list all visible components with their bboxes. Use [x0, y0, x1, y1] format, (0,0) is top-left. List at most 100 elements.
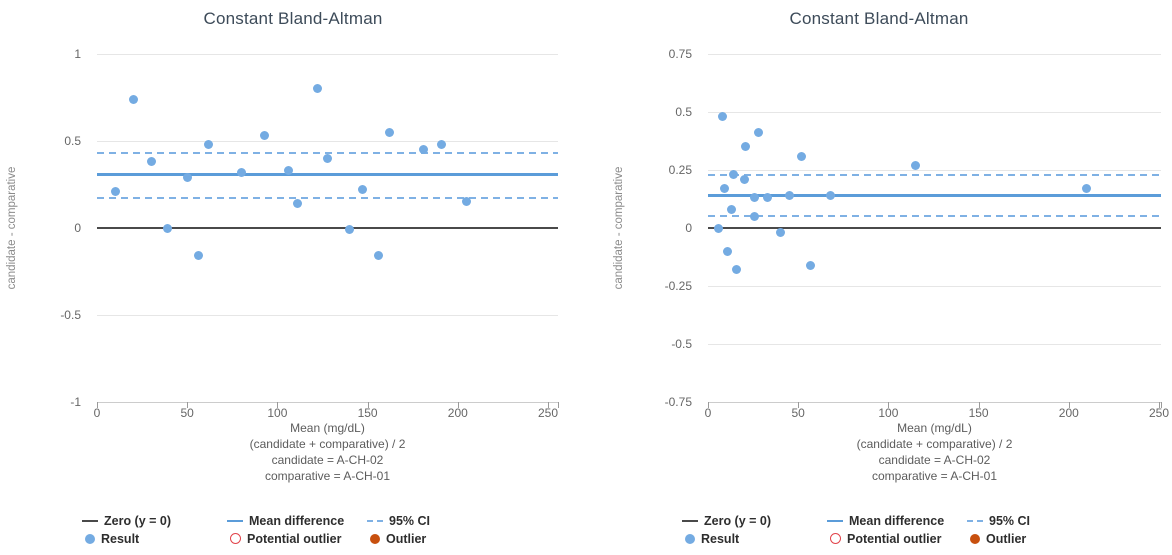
- legend-item-ci-95[interactable]: 95% CI: [367, 513, 430, 529]
- outlier-swatch-icon: [370, 533, 380, 544]
- x-axis-line: [708, 401, 1161, 403]
- result-point[interactable]: [323, 153, 333, 163]
- result-point[interactable]: [719, 184, 729, 194]
- result-point[interactable]: [754, 128, 763, 138]
- legend-label-outlier: Outlier: [986, 531, 1027, 546]
- x-axis-tick: [708, 402, 709, 408]
- result-point[interactable]: [910, 160, 920, 170]
- result-point[interactable]: [763, 193, 773, 203]
- legend-item-result[interactable]: Result: [82, 531, 139, 547]
- x-axis-tick: [97, 402, 98, 408]
- y-tick-label: 0.25: [668, 163, 692, 177]
- result-point[interactable]: [806, 260, 816, 270]
- gridline: [708, 285, 1161, 287]
- result-point[interactable]: [204, 139, 214, 149]
- y-tick-label: -1: [70, 395, 81, 409]
- result-point[interactable]: [260, 131, 270, 141]
- x-axis-title-line: (candidate + comparative) / 2: [856, 437, 1013, 451]
- result-point[interactable]: [437, 139, 447, 149]
- legend-item-result[interactable]: Result: [682, 531, 739, 547]
- x-tick-label: 100: [267, 406, 288, 420]
- result-point[interactable]: [236, 167, 246, 177]
- bland-altman-chart-right: Constant Bland-Altman candidate - compar…: [586, 0, 1172, 555]
- result-point[interactable]: [739, 174, 749, 184]
- legend-item-zero-line[interactable]: Zero (y = 0): [82, 513, 171, 529]
- result-point[interactable]: [292, 199, 302, 209]
- x-tick-label: 150: [357, 406, 378, 420]
- legend-item-ci-95[interactable]: 95% CI: [967, 513, 1030, 529]
- ci-line-upper: [97, 152, 558, 155]
- result-point[interactable]: [784, 191, 794, 201]
- y-tick-label: -0.25: [664, 279, 692, 293]
- result-point[interactable]: [826, 191, 836, 201]
- result-point[interactable]: [373, 251, 383, 261]
- result-point[interactable]: [162, 223, 172, 233]
- ci-line-upper: [708, 173, 1161, 176]
- legend-label-zero-line: Zero (y = 0): [704, 514, 772, 528]
- result-point[interactable]: [728, 170, 738, 180]
- legend-label-result: Result: [101, 531, 140, 546]
- result-point[interactable]: [717, 112, 727, 122]
- legend-item-outlier[interactable]: Outlier: [967, 531, 1026, 547]
- result-point[interactable]: [182, 173, 192, 183]
- x-axis-tick: [1159, 402, 1160, 408]
- chart-title: Constant Bland-Altman: [789, 9, 969, 28]
- result-point[interactable]: [312, 84, 322, 94]
- x-axis-tick: [457, 402, 459, 408]
- legend-item-outlier[interactable]: Outlier: [367, 531, 426, 547]
- result-point[interactable]: [462, 197, 472, 207]
- legend-label-result: Result: [701, 531, 740, 546]
- y-axis-title: candidate - comparative: [613, 166, 625, 290]
- potential-outlier-swatch-icon: [230, 533, 241, 544]
- result-point[interactable]: [750, 211, 760, 221]
- legend-item-potential-outlier[interactable]: Potential outlier: [827, 531, 941, 547]
- result-point[interactable]: [1082, 184, 1092, 194]
- result-point[interactable]: [419, 145, 429, 155]
- result-point[interactable]: [146, 157, 156, 167]
- chart-title: Constant Bland-Altman: [203, 9, 383, 28]
- result-point[interactable]: [723, 246, 733, 256]
- zero-line-swatch-icon: [82, 519, 98, 523]
- gridline: [708, 53, 1161, 55]
- result-point[interactable]: [283, 166, 293, 176]
- x-axis-title: Mean (mg/dL) (candidate + comparative) /…: [250, 420, 406, 484]
- legend-item-mean-difference[interactable]: Mean difference: [227, 513, 344, 529]
- result-point[interactable]: [357, 185, 367, 195]
- y-tick-label: 0.75: [668, 47, 692, 61]
- result-point[interactable]: [193, 251, 203, 261]
- gridline: [708, 169, 1161, 171]
- result-point[interactable]: [384, 127, 394, 137]
- x-axis-tick: [558, 402, 559, 408]
- result-point[interactable]: [732, 265, 742, 275]
- result-point[interactable]: [797, 151, 807, 161]
- legend-label-potential-outlier: Potential outlier: [847, 531, 942, 546]
- x-axis-tick: [367, 402, 369, 408]
- potential-outlier-swatch-icon: [830, 533, 841, 544]
- legend-label-ci-95: 95% CI: [389, 514, 430, 528]
- x-axis-tick: [277, 402, 279, 408]
- outlier-swatch-icon: [970, 533, 980, 544]
- zero-line: [97, 227, 558, 229]
- x-axis-tick: [798, 402, 800, 408]
- legend-item-zero-line[interactable]: Zero (y = 0): [682, 513, 771, 529]
- x-axis-title-line: (candidate + comparative) / 2: [249, 437, 406, 451]
- legend-item-potential-outlier[interactable]: Potential outlier: [227, 531, 341, 547]
- result-point[interactable]: [750, 193, 760, 203]
- result-point[interactable]: [726, 204, 736, 214]
- y-tick-label: -0.5: [671, 337, 692, 351]
- result-point[interactable]: [345, 225, 355, 235]
- result-point[interactable]: [110, 186, 120, 196]
- result-point[interactable]: [128, 94, 138, 104]
- result-point[interactable]: [775, 228, 785, 238]
- ci-line-lower: [708, 215, 1161, 218]
- result-point[interactable]: [741, 142, 751, 152]
- bland-altman-chart-left: Constant Bland-Altman candidate - compar…: [6, 9, 559, 547]
- x-axis-tick: [1161, 402, 1162, 408]
- ci-95-swatch-icon: [367, 519, 383, 523]
- x-axis-title: Mean (mg/dL) (candidate + comparative) /…: [857, 420, 1013, 484]
- legend-item-mean-difference[interactable]: Mean difference: [827, 513, 944, 529]
- x-axis-tick: [548, 402, 549, 408]
- y-axis-title: candidate - comparative: [6, 166, 18, 290]
- result-point[interactable]: [714, 223, 724, 233]
